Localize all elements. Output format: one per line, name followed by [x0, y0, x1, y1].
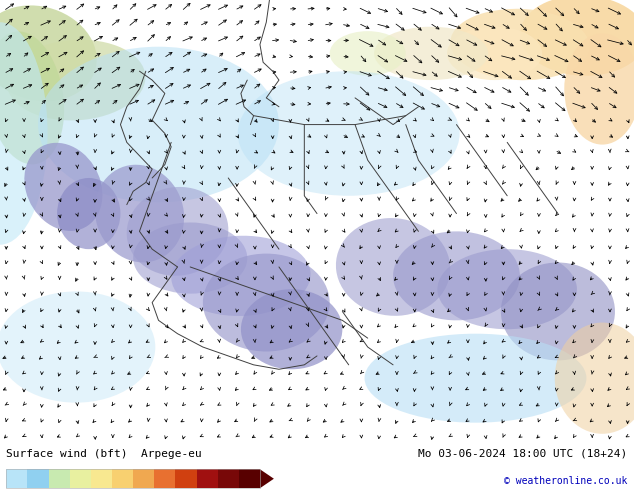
Bar [197, 469, 217, 488]
Ellipse shape [374, 26, 488, 80]
Ellipse shape [336, 218, 450, 316]
Ellipse shape [203, 254, 330, 351]
Ellipse shape [133, 222, 247, 294]
Text: © weatheronline.co.uk: © weatheronline.co.uk [504, 476, 628, 487]
Ellipse shape [57, 178, 120, 249]
Bar [6, 469, 27, 488]
Bar [91, 469, 112, 488]
Ellipse shape [0, 31, 64, 165]
Ellipse shape [447, 26, 542, 80]
Ellipse shape [564, 33, 634, 145]
Polygon shape [260, 469, 274, 488]
Ellipse shape [24, 143, 103, 231]
Bar [176, 469, 197, 488]
Ellipse shape [171, 236, 311, 316]
Ellipse shape [0, 292, 155, 403]
Ellipse shape [393, 231, 520, 320]
Ellipse shape [437, 249, 577, 329]
Ellipse shape [238, 71, 460, 196]
Bar [154, 469, 176, 488]
Ellipse shape [7, 40, 145, 121]
Ellipse shape [127, 187, 228, 276]
Text: Mo 03-06-2024 18:00 UTC (18+24): Mo 03-06-2024 18:00 UTC (18+24) [418, 448, 628, 459]
Bar [239, 469, 260, 488]
Ellipse shape [555, 322, 634, 434]
Bar [27, 469, 49, 488]
Ellipse shape [95, 165, 184, 262]
Bar [133, 469, 154, 488]
Ellipse shape [520, 0, 634, 76]
Bar [217, 469, 239, 488]
Ellipse shape [38, 47, 279, 202]
Bar [70, 469, 91, 488]
Bar [49, 469, 70, 488]
Ellipse shape [365, 334, 586, 423]
Ellipse shape [0, 5, 97, 101]
Ellipse shape [501, 263, 615, 360]
Bar [112, 469, 133, 488]
Text: Surface wind (bft)  Arpege-eu: Surface wind (bft) Arpege-eu [6, 448, 202, 459]
Bar [6, 469, 260, 488]
Ellipse shape [241, 289, 342, 369]
Ellipse shape [330, 31, 406, 75]
Ellipse shape [0, 22, 48, 245]
Ellipse shape [450, 9, 590, 80]
